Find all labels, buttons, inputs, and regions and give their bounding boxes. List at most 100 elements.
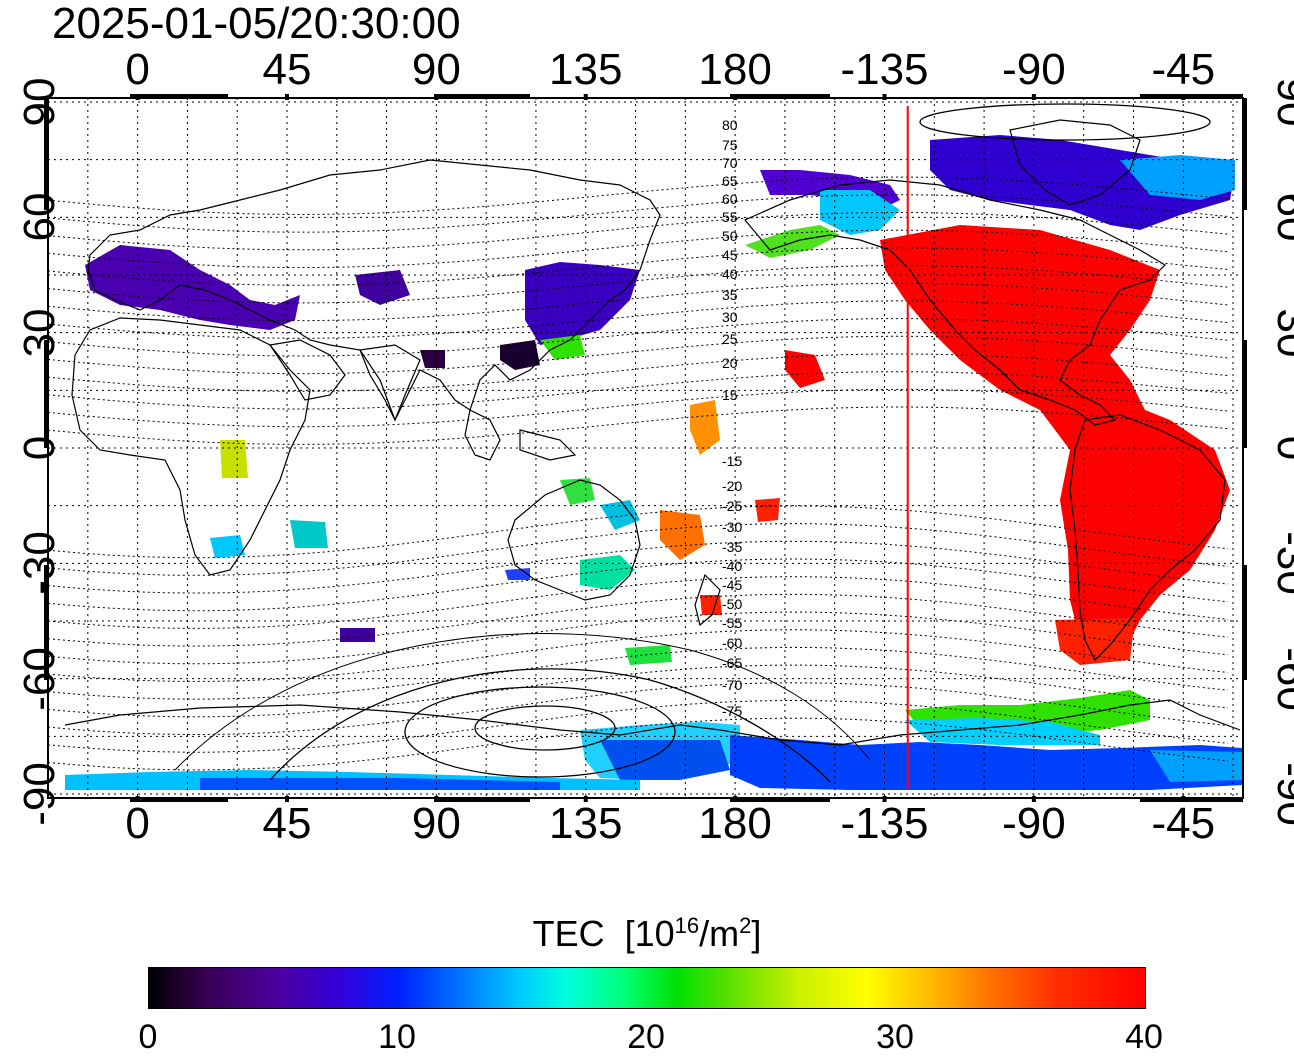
magnetic-latitude-labels: 80 75 70 65 60 55 50 45 40 35 30 25 20 15 -15 -20 -25 -30… xyxy=(722,117,742,719)
tec-patch xyxy=(660,510,705,560)
colorbar-title-unit-b: /m xyxy=(699,913,740,954)
tec-patch xyxy=(700,595,722,615)
lon-tick-bottom: 0 xyxy=(125,799,150,848)
lat-tick-right: 30 xyxy=(1268,308,1294,358)
frame-band xyxy=(730,798,830,802)
colorbar-title-sup-b: 2 xyxy=(739,913,752,938)
frame-band xyxy=(130,798,228,802)
lon-tick-bottom: 180 xyxy=(698,799,772,848)
lat-tick-left: -60 xyxy=(15,646,64,711)
mlat-label: -60 xyxy=(722,635,742,651)
frame-band xyxy=(1140,94,1243,98)
tec-patch xyxy=(200,778,560,790)
frame-tick-marks xyxy=(44,94,1247,802)
colorbar-title-unit-a: [10 xyxy=(624,913,675,954)
mlat-contour xyxy=(47,717,1229,771)
tec-patch xyxy=(755,498,780,522)
mlat-contour xyxy=(47,247,1229,286)
colorbar-tick-label: 30 xyxy=(876,1018,914,1056)
mlat-contour xyxy=(47,700,1229,753)
mlat-label: 50 xyxy=(722,228,738,244)
tick-mark xyxy=(583,796,588,802)
mlat-contour xyxy=(47,682,1229,735)
lon-tick-bottom: -90 xyxy=(1002,799,1066,848)
mlat-contour xyxy=(47,371,1229,410)
mlat-contour xyxy=(47,629,1229,682)
mlat-contour xyxy=(47,593,1229,647)
tick-mark xyxy=(882,94,887,100)
mlat-label: 55 xyxy=(722,209,738,225)
india-coastline xyxy=(359,344,421,422)
mlat-label: 25 xyxy=(722,331,738,347)
mlat-label: 75 xyxy=(722,137,738,153)
tick-mark xyxy=(882,796,887,802)
mlat-label: 35 xyxy=(722,287,738,303)
tec-patch xyxy=(580,555,635,590)
frame-band xyxy=(1140,798,1243,802)
tec-patch xyxy=(625,645,672,665)
south-america-coastline xyxy=(1069,414,1226,662)
tec-patch xyxy=(785,350,825,388)
frame-band xyxy=(1243,98,1247,210)
mlat-contour xyxy=(47,558,1229,612)
frame-band xyxy=(44,98,48,210)
lon-tick-top: 180 xyxy=(698,45,772,94)
mlat-label: 65 xyxy=(722,173,738,189)
north-america-coastline xyxy=(744,179,1166,426)
mlat-label: -15 xyxy=(722,453,742,469)
magnetic-latitude-contours xyxy=(47,176,1229,771)
lon-tick-top: -45 xyxy=(1151,45,1216,94)
mlat-contour xyxy=(47,540,1229,594)
lon-tick-bottom: 135 xyxy=(549,799,623,848)
tec-patch xyxy=(210,535,245,558)
mlat-contour xyxy=(47,664,1229,718)
greenland-coastline xyxy=(1009,119,1141,206)
timestamp-title: 2025-01-05/20:30:00 xyxy=(52,0,461,48)
lat-tick-right: 90 xyxy=(1268,77,1294,127)
lon-tick-bottom: 45 xyxy=(262,799,312,848)
north-magnetic-pole-contour xyxy=(919,103,1211,141)
mlat-label: -20 xyxy=(722,478,742,494)
mlat-label: 80 xyxy=(722,117,738,133)
lat-tick-left: -90 xyxy=(15,762,64,826)
lon-tick-top: -135 xyxy=(840,45,929,94)
tick-mark xyxy=(1031,94,1036,100)
mlat-contour xyxy=(47,194,1229,233)
mlat-label: -35 xyxy=(722,539,742,555)
frame-band xyxy=(130,94,228,98)
colorbar-title-unit-c: ] xyxy=(751,913,762,954)
mlat-label: -25 xyxy=(722,498,742,514)
tick-mark xyxy=(285,94,289,100)
mlat-label: 15 xyxy=(722,387,738,403)
colorbar xyxy=(148,967,1146,1009)
south-magnetic-pole-contour-outer xyxy=(404,686,676,778)
frame-band xyxy=(44,565,48,680)
frame-band xyxy=(44,340,48,448)
tec-patch xyxy=(1150,750,1242,782)
mlat-label: -70 xyxy=(722,677,742,693)
mlat-label: 70 xyxy=(722,155,738,171)
south-magnetic-contour-arc xyxy=(269,668,831,783)
tick-mark xyxy=(285,796,289,802)
mlat-contour xyxy=(47,229,1229,268)
se-asia-coastline xyxy=(464,409,577,461)
graticule-grid xyxy=(48,98,1243,798)
antarctica-coastline xyxy=(64,699,1241,746)
tec-patch xyxy=(540,335,585,360)
lon-tick-top: 135 xyxy=(549,45,623,94)
lat-tick-right: -90 xyxy=(1268,762,1294,826)
lat-tick-left: 60 xyxy=(15,192,64,242)
tec-data-patches xyxy=(65,135,1242,790)
mlat-contour xyxy=(47,300,1229,339)
south-magnetic-pole-contour xyxy=(474,705,616,751)
frame-band xyxy=(1243,340,1247,448)
lon-tick-top: 45 xyxy=(262,45,312,94)
mlat-contour xyxy=(47,611,1229,665)
colorbar-title: TEC [1016/m2] xyxy=(0,906,1294,954)
lat-tick-left: 30 xyxy=(15,308,64,358)
mlat-label: -30 xyxy=(722,519,742,535)
tec-patch xyxy=(820,190,900,235)
mlat-contour xyxy=(47,388,1229,428)
lon-tick-top: 0 xyxy=(125,45,150,94)
mlat-contour xyxy=(47,523,1229,576)
